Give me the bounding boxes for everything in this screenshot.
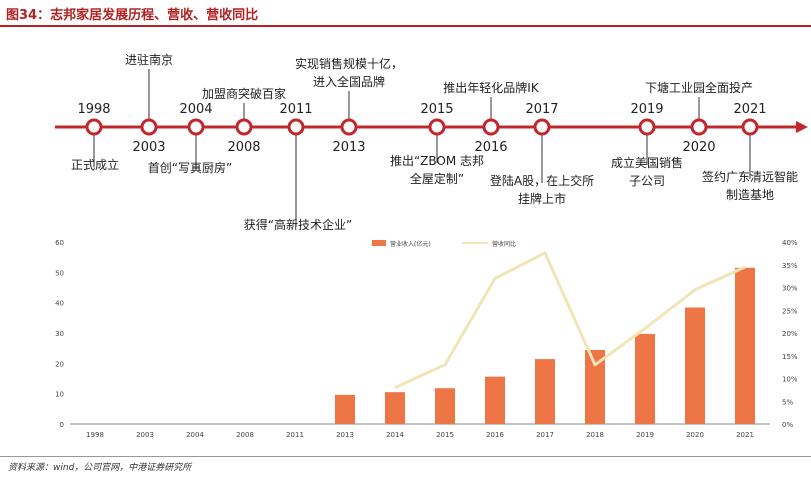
timeline-year: 2015 <box>420 102 453 117</box>
timeline-node-2004 <box>187 118 205 136</box>
x-tick-label: 2011 <box>286 431 304 439</box>
timeline-year: 2008 <box>227 140 260 155</box>
bar-revenue-2018 <box>585 349 605 424</box>
timeline-event: 全屋定制” <box>410 171 464 186</box>
figure-title: 图34：志邦家居发展历程、营收、营收同比 <box>6 8 259 23</box>
x-tick-label: 2003 <box>136 431 154 439</box>
timeline-node-2017 <box>533 118 551 136</box>
x-tick-label: 2017 <box>536 431 554 439</box>
timeline-node-2019 <box>638 118 656 136</box>
timeline-node-2015 <box>428 118 446 136</box>
timeline-year: 2013 <box>332 140 365 155</box>
timeline-node-1998 <box>85 118 103 136</box>
timeline-event: 正式成立 <box>71 157 119 172</box>
x-tick-label: 2004 <box>186 431 204 439</box>
timeline-event: 加盟商突破百家 <box>202 86 286 101</box>
x-tick-label: 2013 <box>336 431 354 439</box>
legend-swatch-revenue <box>372 240 386 246</box>
x-tick-label: 2016 <box>486 431 504 439</box>
y-left-tick-label: 0 <box>60 421 64 429</box>
bar-revenue-2014 <box>385 392 405 424</box>
y-right-tick-label: 15% <box>782 353 798 361</box>
timeline-node-2021 <box>741 118 759 136</box>
x-tick-label: 2008 <box>236 431 254 439</box>
timeline-year: 2004 <box>179 102 212 117</box>
timeline-event: 推出“ZBOM 志邦 <box>390 154 484 168</box>
revenue-chart: 0 10 20 30 40 50 60 0% 5% 10% 15% 20% 25% 30% 35% 40% 19… <box>55 239 798 439</box>
bar-revenue-2016 <box>485 376 505 424</box>
y-right-tick-label: 30% <box>782 285 798 293</box>
y-right-tick-label: 10% <box>782 376 798 384</box>
timeline-year: 2020 <box>682 140 715 155</box>
y-left-tick-label: 20 <box>55 360 64 368</box>
bar-revenue-2017 <box>535 359 555 424</box>
y-right-tick-label: 0% <box>782 421 793 429</box>
timeline-node-2011 <box>287 118 305 136</box>
y-right-tick-label: 25% <box>782 307 798 315</box>
y-right-tick-label: 40% <box>782 239 798 247</box>
bar-revenue-2015 <box>435 388 455 424</box>
timeline-event: 登陆A股，在上交所 <box>490 173 594 188</box>
title-rule <box>0 25 811 27</box>
timeline-svg: 1998正式成立2003进驻南京2004首创“写真厨房”2008加盟商突破百家2… <box>55 52 808 250</box>
x-tick-label: 2015 <box>436 431 454 439</box>
timeline-event: 推出年轻化品牌IK <box>443 81 540 95</box>
x-tick-label: 2021 <box>736 431 754 439</box>
timeline-event: 下塘工业园全面投产 <box>645 80 753 95</box>
bar-revenue-2013 <box>335 394 355 424</box>
x-tick-label: 2020 <box>686 431 704 439</box>
source-note: 资料来源：wind，公司官网，中港证券研究所 <box>8 463 192 473</box>
bar-revenue-2020 <box>685 307 705 424</box>
timeline-panel: 1998 正式成立 2003 进驻南京 2004 首创“写真厨房” 2008 加盟商突破百家 2… <box>0 30 811 250</box>
timeline-event: 获得“高新技术企业” <box>244 217 352 230</box>
timeline-node-2008 <box>235 118 253 136</box>
y-left-tick-label: 10 <box>55 391 64 399</box>
timeline-event: 进入全国品牌 <box>313 74 385 89</box>
x-tick-label: 2018 <box>586 431 604 439</box>
timeline-year: 2003 <box>132 140 165 155</box>
y-left-tick-label: 30 <box>55 330 64 338</box>
legend-label-yoy: 营收同比 <box>492 240 516 248</box>
timeline-event: 成立美国销售 <box>611 155 683 170</box>
timeline-node-2020 <box>690 118 708 136</box>
timeline-year: 2021 <box>733 102 766 117</box>
legend-label-revenue: 营业收入(亿元) <box>390 240 431 248</box>
x-tick-label: 2014 <box>386 431 404 439</box>
timeline-year: 2011 <box>279 102 312 117</box>
source-rule <box>0 456 811 457</box>
timeline-year: 2019 <box>630 102 663 117</box>
timeline-year: 2017 <box>525 102 558 117</box>
y-left-tick-label: 60 <box>55 239 64 247</box>
timeline-event: 首创“写真厨房” <box>148 160 232 175</box>
timeline-event: 进驻南京 <box>125 52 173 67</box>
timeline-node-2003 <box>140 118 158 136</box>
timeline-event: 实现销售规模十亿， <box>295 56 403 71</box>
line-yoy-growth <box>394 251 746 389</box>
y-right-tick-label: 5% <box>782 398 793 406</box>
timeline-arrowhead <box>796 121 808 133</box>
timeline-event: 挂牌上市 <box>518 191 566 206</box>
timeline-year: 2016 <box>474 140 507 155</box>
y-right-tick-label: 20% <box>782 330 798 338</box>
timeline-year: 1998 <box>77 102 110 117</box>
timeline-node-2016 <box>482 118 500 136</box>
bar-revenue-2019 <box>635 333 655 424</box>
y-left-tick-label: 40 <box>55 300 64 308</box>
timeline-event: 制造基地 <box>726 188 774 202</box>
chart-panel: 0 10 20 30 40 50 60 0% 5% 10% 15% 20% 25% 30% 35% 40% 19… <box>0 232 811 456</box>
y-left-tick-label: 50 <box>55 269 64 277</box>
y-right-tick-label: 35% <box>782 262 798 270</box>
bar-revenue-2021 <box>735 267 755 424</box>
x-tick-label: 1998 <box>86 431 104 439</box>
timeline-event: 签约广东清远智能 <box>702 169 798 184</box>
timeline-node-2013 <box>340 118 358 136</box>
timeline-event: 子公司 <box>629 174 665 188</box>
x-tick-label: 2019 <box>636 431 654 439</box>
